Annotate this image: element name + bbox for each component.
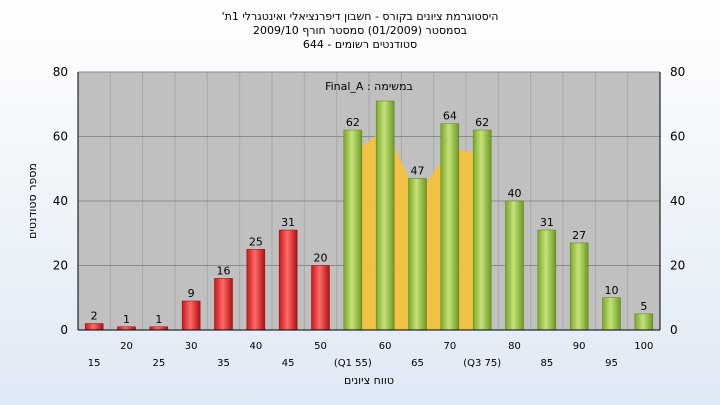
data-label-11: 64 bbox=[443, 110, 457, 123]
x-tick-label-6: 45 bbox=[282, 358, 295, 369]
chart-title-line-3: סטודנטים רשומים - 644 bbox=[302, 38, 418, 51]
data-label-15: 27 bbox=[572, 229, 586, 242]
x-tick-label-7: 50 bbox=[314, 341, 327, 352]
x-tick-label-13: 80 bbox=[508, 341, 521, 352]
bar-9 bbox=[375, 100, 395, 331]
y-tick-label-left: 40 bbox=[53, 194, 68, 208]
y-tick-label-right: 80 bbox=[670, 65, 685, 79]
bar-8 bbox=[343, 129, 363, 331]
data-label-8: 62 bbox=[346, 116, 360, 129]
data-label-16: 10 bbox=[605, 284, 619, 297]
x-tick-label-10: 65 bbox=[411, 358, 424, 369]
data-label-10: 47 bbox=[411, 164, 425, 177]
x-tick-label-15: 90 bbox=[573, 341, 586, 352]
y-tick-label-left: 60 bbox=[53, 130, 68, 144]
bar-12 bbox=[472, 129, 492, 331]
data-label-13: 40 bbox=[508, 187, 522, 200]
data-label-1: 1 bbox=[123, 313, 130, 326]
data-label-12: 62 bbox=[475, 116, 489, 129]
x-tick-label-2: 25 bbox=[152, 358, 165, 369]
bar-10 bbox=[408, 178, 427, 331]
bar-15 bbox=[569, 242, 589, 331]
y-tick-label-right: 40 bbox=[670, 194, 685, 208]
bar-17 bbox=[634, 313, 654, 331]
data-label-7: 20 bbox=[314, 252, 328, 265]
y-tick-label-left: 80 bbox=[53, 65, 68, 79]
x-tick-label-16: 95 bbox=[605, 358, 618, 369]
bar-14 bbox=[537, 229, 557, 331]
x-tick-label-4: 35 bbox=[217, 358, 230, 369]
x-tick-label-12: (Q3 75) bbox=[463, 358, 501, 369]
bar-13 bbox=[505, 200, 524, 331]
x-tick-label-1: 20 bbox=[120, 341, 133, 352]
data-label-4: 16 bbox=[217, 264, 231, 277]
x-tick-label-11: 70 bbox=[443, 341, 456, 352]
x-tick-label-0: 15 bbox=[88, 358, 101, 369]
bar-0 bbox=[84, 323, 104, 331]
data-label-17: 5 bbox=[640, 300, 647, 313]
bar-7 bbox=[311, 265, 330, 331]
x-tick-label-8: (Q1 55) bbox=[334, 358, 372, 369]
data-label-3: 9 bbox=[188, 287, 195, 300]
x-tick-label-3: 30 bbox=[185, 341, 198, 352]
bar-16 bbox=[602, 297, 621, 331]
chart-title-line-1: היסטוגרמת ציונים בקורס - חשבון דיפרנציאל… bbox=[221, 10, 499, 23]
y-tick-label-right: 0 bbox=[670, 323, 678, 337]
x-tick-label-9: 60 bbox=[379, 341, 392, 352]
bar-3 bbox=[181, 300, 201, 331]
chart-title-line-2: בסמסטר (01/2009) סמסטר חורף 2009/10 bbox=[253, 24, 467, 37]
x-axis-label: טווח ציונים bbox=[344, 374, 394, 387]
x-tick-label-17: 100 bbox=[634, 341, 653, 352]
annotation-label: במשימה : Final_A bbox=[325, 80, 413, 93]
data-label-14: 31 bbox=[540, 216, 554, 229]
data-label-0: 2 bbox=[91, 310, 98, 323]
y-tick-label-right: 60 bbox=[670, 130, 685, 144]
y-tick-label-left: 20 bbox=[53, 259, 68, 273]
y-tick-label-left: 0 bbox=[60, 323, 68, 337]
y-axis-label: מספר סטודנטים bbox=[26, 163, 39, 239]
y-tick-label-right: 20 bbox=[670, 259, 685, 273]
x-tick-label-5: 40 bbox=[249, 341, 262, 352]
data-label-6: 31 bbox=[281, 216, 295, 229]
data-label-2: 1 bbox=[155, 313, 162, 326]
bar-5 bbox=[246, 249, 266, 331]
data-label-5: 25 bbox=[249, 235, 263, 248]
bar-11 bbox=[440, 123, 460, 331]
bar-4 bbox=[214, 278, 233, 331]
bar-6 bbox=[278, 229, 298, 331]
x-tick-label-14: 85 bbox=[540, 358, 553, 369]
